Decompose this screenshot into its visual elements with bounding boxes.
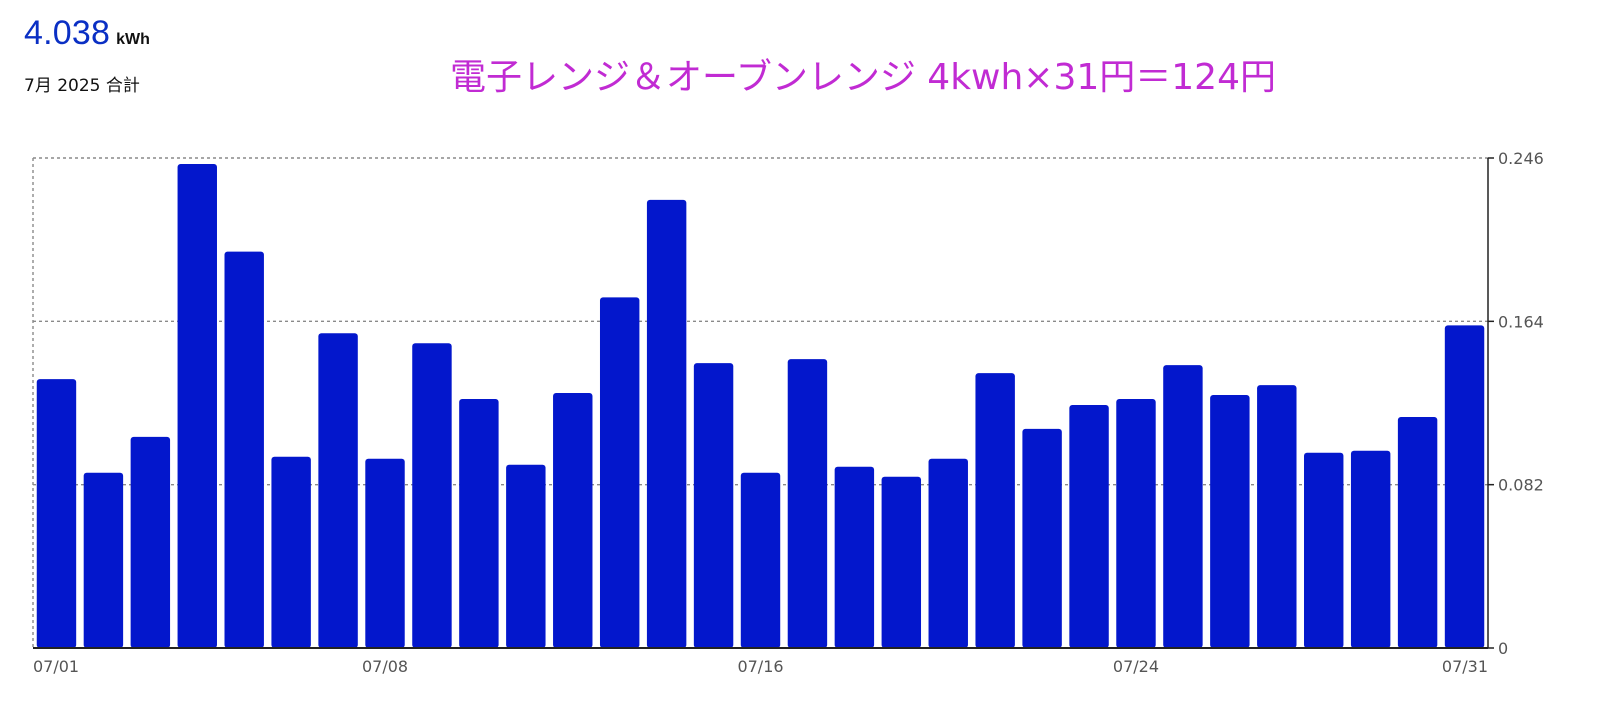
bar-07-10	[459, 399, 499, 648]
y-tick-label: 0.246	[1498, 149, 1544, 168]
bar-07-11	[506, 464, 546, 648]
bars	[36, 163, 1485, 649]
bar-07-09	[412, 343, 452, 648]
bar-07-25	[1163, 365, 1203, 648]
bar-07-27	[1257, 385, 1297, 648]
bar-07-30	[1397, 416, 1438, 648]
axes	[33, 157, 1494, 649]
bar-07-01	[36, 379, 77, 648]
bar-07-28	[1304, 452, 1344, 648]
headline-annotation: 電子レンジ＆オーブンレンジ 4kwh×31円＝124円	[450, 57, 1276, 98]
bar-07-17	[787, 359, 828, 648]
total-value: 4.038	[24, 14, 111, 52]
total-unit: kWh	[116, 31, 150, 48]
total-summary: 4.038 kWh 7月 2025 合計	[24, 14, 150, 96]
bar-07-24	[1116, 399, 1156, 648]
bar-07-31	[1444, 325, 1485, 648]
bar-07-03	[130, 436, 171, 648]
x-tick-label: 07/01	[33, 657, 79, 676]
bar-07-23	[1069, 404, 1109, 648]
x-tick-label: 07/16	[737, 657, 783, 676]
bar-07-14	[646, 199, 687, 648]
y-tick-labels: 0 0.082 0.164 0.246	[1498, 149, 1544, 658]
period-label: 7月 2025 合計	[24, 76, 140, 96]
bar-07-05	[224, 251, 264, 648]
bar-07-26	[1210, 395, 1250, 648]
x-tick-label: 07/24	[1113, 657, 1159, 676]
bar-07-20	[928, 458, 968, 648]
bar-07-18	[834, 466, 875, 648]
bar-07-15	[693, 363, 734, 648]
bar-07-08	[365, 458, 405, 648]
bar-07-06	[271, 456, 311, 648]
x-tick-label: 07/31	[1442, 657, 1488, 676]
total-line: 4.038 kWh	[24, 14, 150, 53]
bar-07-19	[881, 476, 922, 648]
bar-07-29	[1350, 450, 1391, 648]
x-tick-labels: 07/01 07/08 07/16 07/24 07/31	[33, 657, 1488, 676]
bar-07-07	[318, 333, 358, 648]
y-tick-label: 0.164	[1498, 312, 1544, 331]
y-tick-label: 0	[1498, 639, 1508, 658]
bar-07-22	[1022, 428, 1062, 648]
x-tick-label: 07/08	[362, 657, 408, 676]
y-tick-label: 0.082	[1498, 476, 1544, 495]
bar-07-12	[553, 393, 593, 648]
bar-07-04	[177, 163, 217, 649]
bar-07-13	[599, 297, 640, 648]
bar-07-21	[975, 373, 1015, 648]
bar-07-02	[83, 472, 124, 648]
bar-07-16	[740, 472, 781, 648]
